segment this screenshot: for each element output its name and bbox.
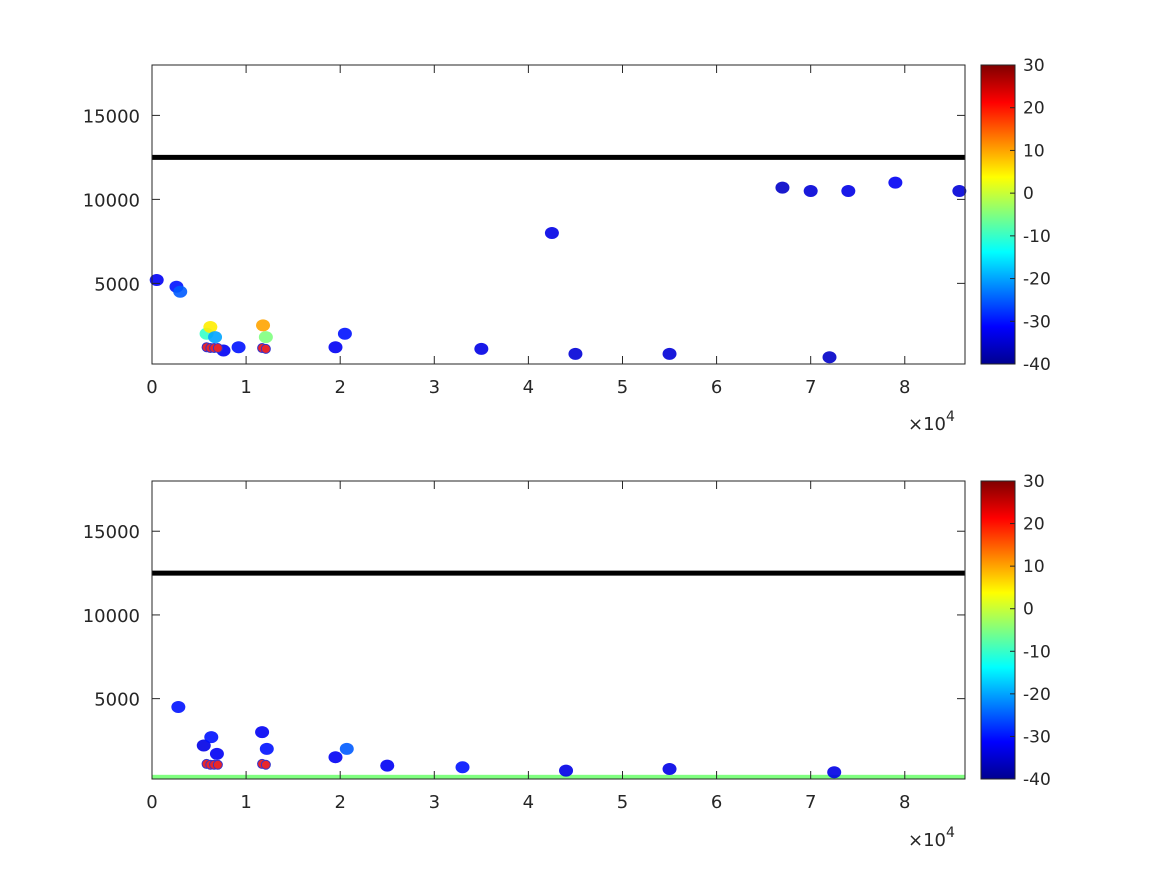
colorbar-tick-label: -40	[1023, 355, 1051, 375]
colorbar-tick-label: -20	[1023, 270, 1051, 290]
x-tick-label: 8	[899, 792, 910, 813]
echo-cell	[888, 176, 903, 189]
x-tick-label: 7	[805, 792, 816, 813]
echo-cell	[259, 742, 274, 755]
plot-area	[152, 65, 965, 364]
colorbar-frame	[980, 64, 1016, 365]
y-tick-label: 15000	[83, 522, 140, 543]
x-tick-label: 6	[711, 792, 722, 813]
echo-cell	[822, 351, 837, 364]
echo-cell	[171, 701, 186, 714]
x-tick-label: 0	[146, 377, 157, 398]
plot-area	[152, 481, 965, 779]
x-tick-label: 5	[617, 792, 628, 813]
colorbar-tick-label: -30	[1023, 312, 1051, 332]
echo-cell	[256, 319, 271, 332]
echo-cell	[208, 331, 223, 344]
x-tick-label: 5	[617, 377, 628, 398]
colorbar-tick-label: -40	[1023, 770, 1051, 790]
y-tick-label: 10000	[83, 190, 140, 211]
echo-cell	[204, 731, 219, 744]
colorbar-frame	[980, 480, 1016, 780]
colorbar-tick-label: 10	[1023, 557, 1045, 577]
colorbar-tick-label: 30	[1023, 56, 1045, 76]
colorbar-tick-label: 30	[1023, 472, 1045, 492]
colorbar	[981, 481, 1015, 779]
x-tick-label: 4	[523, 377, 534, 398]
marker-point	[212, 759, 223, 770]
echo-cell	[775, 181, 790, 194]
marker-point	[260, 759, 271, 770]
colorbar-tick-label: 10	[1023, 141, 1045, 161]
echo-cell	[662, 347, 677, 360]
echo-cell	[803, 184, 818, 197]
echo-cell	[328, 751, 343, 764]
echo-cell	[455, 761, 470, 774]
y-tick-label: 10000	[83, 606, 140, 627]
top-panel: 0 1 2 3 4 5 6 7 8 5000 10000 15000 ×104 30 20 10 0 -10 -20…	[83, 56, 1051, 435]
x-tick-label: 8	[899, 377, 910, 398]
x-exponent-label: ×104	[908, 409, 955, 435]
echo-cell	[380, 759, 395, 772]
x-tick-label: 2	[334, 377, 345, 398]
echo-cell	[841, 184, 856, 197]
x-exponent-power: 4	[946, 825, 955, 841]
x-tick-label: 3	[429, 792, 440, 813]
x-tick-label: 7	[805, 377, 816, 398]
x-exponent-power: 4	[946, 409, 955, 425]
x-tick-label: 2	[334, 792, 345, 813]
colorbar-tick-label: -10	[1023, 227, 1051, 247]
axes-box	[151, 64, 966, 365]
surface-band	[152, 774, 965, 779]
echo-cell	[662, 762, 677, 775]
x-tick-label: 4	[523, 792, 534, 813]
echo-cell	[328, 341, 343, 354]
marker-point	[260, 343, 271, 354]
echo-cell	[339, 742, 354, 755]
x-tick-label: 1	[240, 377, 251, 398]
x-tick-label: 6	[711, 377, 722, 398]
echo-cell	[255, 726, 270, 739]
axes-box	[151, 480, 966, 780]
colorbar-tick-label: -10	[1023, 642, 1051, 662]
bottom-panel: 0 1 2 3 4 5 6 7 8 5000 10000 15000 ×104 30 20 10 0 -10 -20…	[83, 472, 1051, 851]
echo-cell	[337, 327, 352, 340]
echo-cell	[231, 341, 246, 354]
echo-cell	[827, 766, 842, 779]
colorbar-tick-label: -20	[1023, 685, 1051, 705]
y-tick-label: 15000	[83, 106, 140, 127]
y-tick-label: 5000	[94, 690, 140, 711]
colorbar-tick-label: 20	[1023, 99, 1045, 119]
echo-cell	[209, 747, 224, 760]
colorbar-tick-label: 0	[1023, 184, 1034, 204]
echo-cell	[568, 347, 583, 360]
colorbar-tick-label: -30	[1023, 727, 1051, 747]
echo-cell	[544, 226, 559, 239]
marker-point	[212, 343, 223, 354]
echo-cell	[474, 342, 489, 355]
colorbar-tick-label: 20	[1023, 515, 1045, 535]
echo-cell	[196, 739, 211, 752]
x-tick-label: 3	[429, 377, 440, 398]
colorbar-tick-label: 0	[1023, 600, 1034, 620]
x-exponent-label: ×104	[908, 825, 955, 851]
echo-cell	[952, 184, 967, 197]
x-tick-label: 0	[146, 792, 157, 813]
echo-cell	[559, 764, 574, 777]
echo-cell	[258, 331, 273, 344]
echo-cell	[203, 321, 218, 334]
echo-cell	[173, 285, 188, 298]
x-tick-label: 1	[240, 792, 251, 813]
y-tick-label: 5000	[94, 274, 140, 295]
colorbar	[981, 65, 1015, 364]
